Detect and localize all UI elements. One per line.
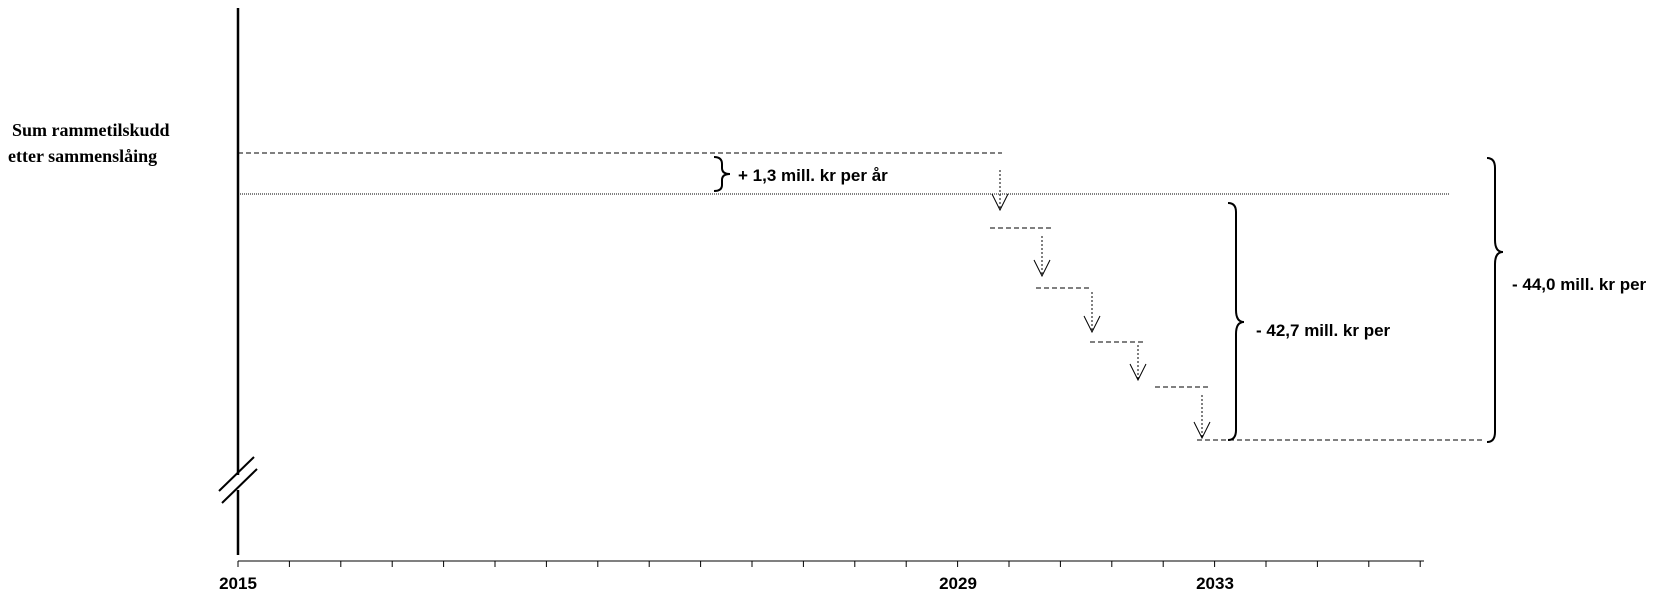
step-arrow-icon	[1033, 236, 1051, 278]
decrease-total-label: - 44,0 mill. kr per	[1512, 275, 1647, 294]
step-levels	[990, 227, 1483, 441]
decrease-partial-label: - 42,7 mill. kr per	[1256, 321, 1391, 340]
increase-brace	[713, 156, 731, 192]
step-arrows	[991, 170, 1211, 440]
decrease-total-brace	[1486, 157, 1504, 443]
y-label-line-2: etter sammenslåing	[8, 146, 157, 166]
increase-label: + 1,3 mill. kr per år	[738, 166, 888, 185]
step-arrow-icon	[1129, 345, 1147, 382]
step-arrow-icon	[1193, 395, 1211, 440]
y-label-line-1: Sum rammetilskudd	[12, 120, 170, 140]
step-arrow-icon	[1083, 292, 1101, 334]
tick-label-2029: 2029	[939, 574, 977, 592]
axis-break-icon	[218, 456, 258, 504]
step-arrow-icon	[991, 170, 1009, 212]
tick-label-2033: 2033	[1196, 574, 1234, 592]
axis-ticks	[237, 561, 1421, 567]
tick-label-2015: 2015	[219, 574, 257, 592]
decrease-partial-brace	[1227, 202, 1245, 441]
